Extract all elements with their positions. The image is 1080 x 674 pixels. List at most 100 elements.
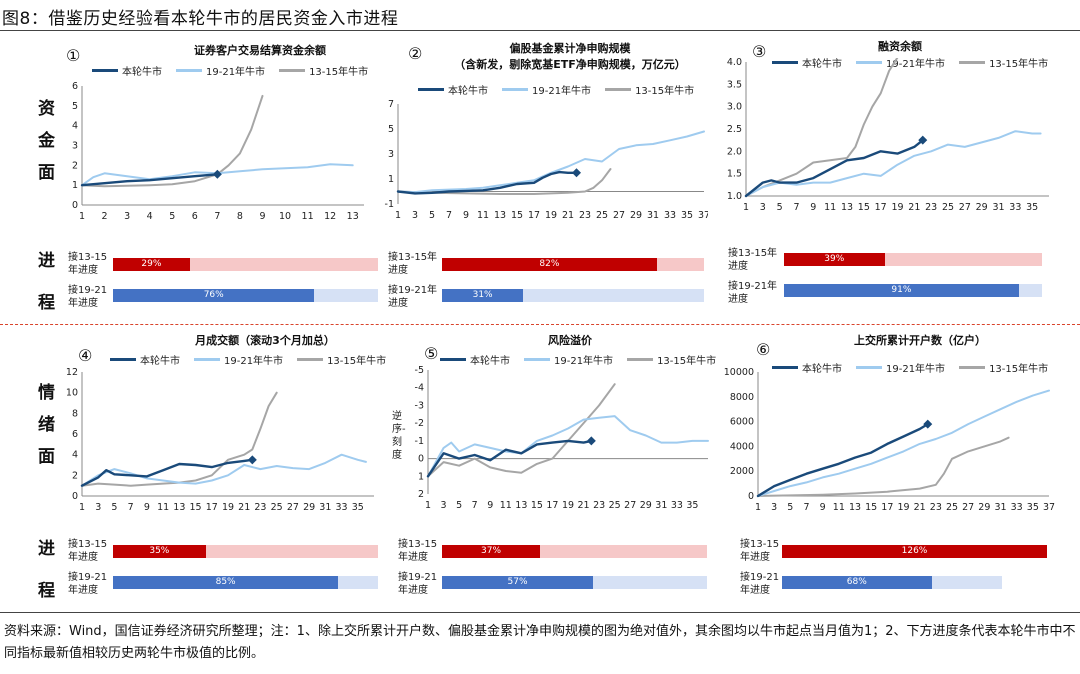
progress-5-track-1921: 57% [442,576,707,589]
side-label-mood-1: 情 [38,383,55,403]
x-tick-label: 31 [655,500,667,511]
x-tick-label: 13 [494,210,506,221]
progress-5-bar-1921: 57% [442,576,594,589]
progress-3-bar-1315: 39% [784,253,885,266]
series-line-s1315 [427,383,616,478]
series-line-current [80,173,219,187]
panel-1-legend: 本轮牛市 19-21年牛市 13-15年牛市 [92,63,368,78]
legend-swatch-current [440,358,466,361]
y-tick-label: -3 [415,400,424,411]
progress-5-label-1315: 接13-15 年进度 [398,539,438,563]
panel-4-legend: 本轮牛市 19-21年牛市 13-15年牛市 [110,352,386,367]
x-tick-label: 11 [477,210,489,221]
x-tick-label: 1 [743,202,749,213]
x-tick-label: 11 [302,211,314,222]
progress-1-label-1315: 接13-15 年进度 [68,252,108,276]
x-tick-label: 37 [1043,502,1055,513]
y-tick-label: 0 [748,491,754,502]
x-tick-label: 3 [771,502,777,513]
x-tick-label: 9 [144,502,150,513]
legend-item-current: 本轮牛市 [440,352,510,367]
y-tick-label: 10 [66,388,78,399]
x-tick-label: 13 [515,500,527,511]
panel-6-number: ⑥ [756,340,771,359]
progress-1-track-1315: 29% [113,258,378,271]
legend-label-current: 本轮牛市 [802,59,842,70]
x-tick-label: 29 [640,500,652,511]
x-tick-label: 35 [1027,502,1039,513]
y-tick-label: 4 [72,450,78,461]
legend-label-1921: 19-21年牛市 [886,364,946,375]
legend-item-1921: 19-21年牛市 [502,82,591,97]
progress-6-bar-1315: 126% [782,545,1047,558]
x-tick-label: 33 [664,210,676,221]
legend-item-1921: 19-21年牛市 [856,360,945,375]
progress-2-track-1315: 82% [442,258,704,271]
x-tick-label: 11 [157,502,169,513]
x-tick-label: 15 [865,502,877,513]
side-label-progress-1b: 程 [38,293,55,313]
legend-label-1315: 13-15年牛市 [657,356,717,367]
y-tick-label: 1.0 [727,191,742,202]
x-tick-label: 12 [324,211,336,222]
legend-label-1921: 19-21年牛市 [886,59,946,70]
progress-6-track-1315: 126% [782,545,1047,558]
progress-6-label-1921: 接19-21 年进度 [740,572,780,596]
y-tick-label: 10000 [724,368,754,378]
series-end-marker [572,168,581,178]
x-tick-label: 25 [609,500,621,511]
y-tick-label: -1 [385,199,394,210]
x-tick-label: 15 [190,502,202,513]
y-tick-label: 0 [72,491,78,502]
legend-item-1315: 13-15年牛市 [627,352,716,367]
legend-item-current: 本轮牛市 [92,63,162,78]
legend-item-1315: 13-15年牛市 [605,82,694,97]
x-tick-label: 33 [1009,202,1021,213]
panel-5-number: ⑤ [424,344,439,363]
chart-1: 0 1 2 3 4 5 6 1 2 3 4 5 6 7 8 9 10 11 12 13 [60,80,370,225]
side-label-mood-2: 绪 [38,415,55,435]
legend-swatch-1921 [194,358,220,361]
x-tick-label: 23 [930,502,942,513]
side-label-fund-1: 资 [38,99,55,119]
chart-svg: 210-1-2-3-4-51 3 5 7 9 11 13 15 17 19 21 23 25 27 29 31… [415,366,709,511]
legend-label-1315: 13-15年牛市 [309,67,369,78]
x-tick-label: 29 [630,210,642,221]
x-tick-label: 3 [760,202,766,213]
y-tick-label: 6000 [730,417,754,428]
x-tick-label: 17 [875,202,887,213]
x-tick-label: 35 [681,210,693,221]
legend-swatch-1315 [627,358,654,361]
x-tick-label: 7 [803,502,809,513]
x-tick-label: 11 [824,202,836,213]
x-tick-label: 17 [206,502,218,513]
progress-6-track-1921: 68% [782,576,1002,589]
x-tick-label: 31 [992,202,1004,213]
series-end-marker [212,169,222,179]
x-tick-label: 17 [528,210,540,221]
panel-3-title: 融资余额 [878,40,922,53]
legend-item-1315: 13-15年牛市 [959,360,1048,375]
panel-6-legend: 本轮牛市 19-21年牛市 13-15年牛市 [772,360,1048,375]
x-tick-label: 31 [994,502,1006,513]
x-tick-label: 3 [95,502,101,513]
progress-2-track-1921: 31% [442,289,704,302]
series-end-marker [586,436,596,446]
legend-item-1315: 13-15年牛市 [959,55,1048,70]
x-tick-label: 29 [976,202,988,213]
y-tick-label: 3.5 [727,79,742,90]
y-tick-label: -1 [415,436,424,447]
legend-label-current: 本轮牛市 [470,356,510,367]
bottom-rule [0,612,1080,613]
x-tick-label: 15 [531,500,543,511]
progress-5-track-1315: 37% [442,545,707,558]
legend-swatch-1315 [959,366,986,369]
x-tick-label: 21 [914,502,926,513]
legend-item-1921: 19-21年牛市 [856,55,945,70]
progress-4-track-1921: 85% [113,576,378,589]
y-tick-label: 5 [72,101,78,112]
y-tick-label: 8 [72,408,78,419]
y-tick-label: 3 [72,141,78,152]
series-line-s1315 [757,436,1010,497]
panel-1-title: 证券客户交易结算资金余额 [194,44,326,57]
